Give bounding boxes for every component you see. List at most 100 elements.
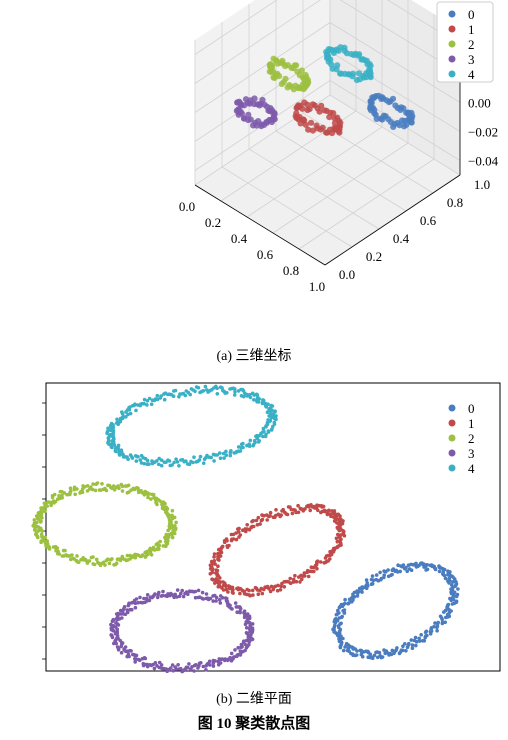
point-2d [198,454,203,459]
point-2d [166,528,170,533]
point-2d [196,666,200,670]
point-2d [271,587,276,592]
point-2d [160,593,165,598]
point-3d [319,124,326,131]
point-2d [80,487,85,491]
point-2d [35,520,39,525]
point-2d [120,616,124,620]
point-2d [220,544,225,549]
point-2d [175,460,180,464]
point-3d [267,117,274,124]
point-2d [133,402,137,406]
point-2d [239,442,244,447]
point-2d [176,663,180,667]
point-2d [145,399,150,403]
point-2d [145,593,150,597]
point-3d [300,86,307,93]
point-2d [126,652,131,657]
point-2d [95,481,100,485]
legend-label: 2 [468,431,475,446]
point-2d [318,560,323,564]
point-2d [122,557,127,562]
point-2d [83,485,87,489]
point-2d [179,458,183,462]
point-3d [305,126,312,133]
point-2d [224,587,229,592]
point-2d [133,605,138,610]
point-2d [396,563,400,567]
point-3d [238,110,245,117]
point-2d [141,661,146,666]
point-2d [433,621,437,625]
point-2d [142,401,146,406]
point-3d [245,111,252,118]
point-2d [233,390,237,394]
point-2d [238,610,242,615]
point-2d [214,577,219,581]
grid-floor-y [275,130,407,212]
point-2d [235,610,239,614]
point-2d [228,453,233,458]
point-2d [390,572,394,577]
series-4-points [105,384,278,468]
point-2d [212,459,216,463]
point-2d [202,457,207,461]
point-2d [398,569,403,574]
point-2d [271,412,276,416]
point-2d [216,554,220,559]
3d-grid [194,0,461,266]
point-2d [192,669,196,673]
point-2d [125,608,129,612]
point-2d [173,388,178,393]
point-2d [335,521,339,525]
caption-b: (b) 二维平面 [216,692,292,707]
point-2d [268,589,273,594]
point-2d [114,445,118,450]
point-2d [263,434,268,439]
grid-back-z [329,51,461,132]
point-2d [122,605,127,609]
point-2d [359,652,364,657]
point-2d [179,591,183,596]
x-tick-label: 1.0 [309,279,325,294]
point-2d [255,436,259,441]
point-2d [410,646,415,650]
point-2d [333,623,337,628]
point-2d [337,528,342,533]
point-2d [334,536,339,541]
legend-label: 3 [468,52,475,67]
series-0-points [331,561,460,660]
grid-floor-y [329,94,461,176]
point-2d [211,599,215,603]
point-2d [177,667,182,671]
point-2d [155,397,160,402]
point-2d [188,392,192,397]
series-1-points [208,503,347,598]
point-2d [128,553,132,558]
point-2d [302,571,307,575]
point-3d [234,99,241,106]
point-2d [221,451,226,456]
grid-floor-x [298,158,435,250]
point-2d [170,508,175,513]
point-2d [218,456,223,460]
point-2d [116,443,121,448]
point-2d [303,507,307,511]
pane-floor [195,95,460,265]
point-2d [248,395,253,400]
point-2d [187,662,191,666]
point-3d [367,98,374,105]
point-2d [279,513,284,517]
point-2d [428,632,433,636]
point-2d [45,504,49,508]
point-2d [417,636,422,641]
point-2d [260,517,265,522]
point-2d [256,400,261,404]
point-2d [173,592,177,597]
point-2d [75,554,79,558]
caption-a: (a) 三维坐标 [216,349,292,364]
point-2d [242,394,246,399]
point-2d [390,648,395,653]
point-2d [309,565,314,569]
point-2d [139,461,144,465]
